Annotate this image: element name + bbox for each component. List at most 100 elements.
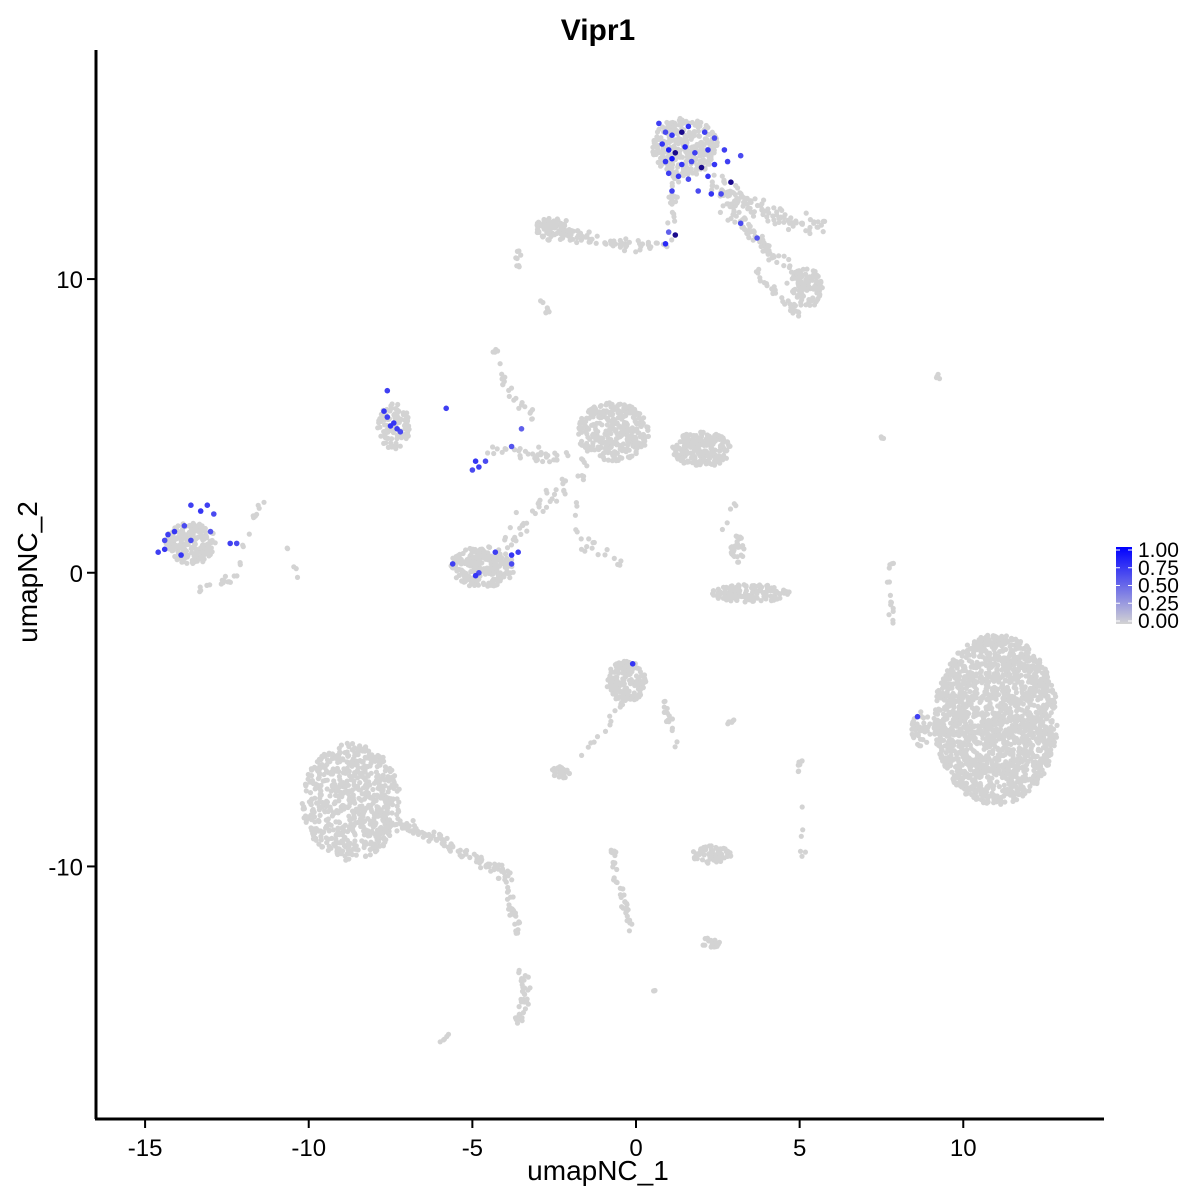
cell-point bbox=[961, 718, 968, 725]
cell-point bbox=[951, 662, 957, 668]
cell-point bbox=[985, 795, 991, 802]
cell-point bbox=[983, 662, 989, 669]
cell-point bbox=[592, 447, 598, 453]
cell-point bbox=[395, 414, 401, 420]
cell-point bbox=[695, 128, 702, 134]
cell-point bbox=[326, 828, 332, 834]
cell-point bbox=[960, 751, 966, 757]
cell-point bbox=[1044, 749, 1050, 756]
cell-point bbox=[1027, 686, 1033, 692]
cell-point bbox=[507, 906, 513, 912]
cell-point bbox=[730, 552, 736, 558]
cell-point bbox=[711, 148, 717, 154]
cell-point bbox=[326, 750, 332, 756]
cell-point bbox=[190, 531, 196, 537]
cell-point bbox=[979, 719, 985, 725]
cell-point bbox=[955, 772, 961, 778]
cell-point bbox=[412, 826, 418, 833]
cell-point bbox=[753, 589, 759, 595]
cell-point bbox=[937, 719, 943, 725]
cell-point bbox=[1037, 729, 1043, 736]
cell-point bbox=[593, 427, 599, 433]
cell-point bbox=[995, 663, 1001, 669]
cell-point bbox=[971, 653, 977, 659]
cell-point bbox=[434, 837, 440, 843]
cell-point bbox=[524, 999, 530, 1005]
cell-point bbox=[788, 215, 794, 221]
cell-point bbox=[967, 774, 973, 780]
cell-point bbox=[703, 844, 709, 850]
cell-point bbox=[383, 799, 389, 805]
cell-point bbox=[921, 720, 927, 726]
cell-point bbox=[705, 435, 711, 441]
cell-point bbox=[708, 850, 714, 856]
cell-point bbox=[912, 727, 918, 733]
cell-point bbox=[971, 694, 977, 700]
cell-point bbox=[991, 770, 997, 777]
cell-point bbox=[967, 689, 973, 695]
cell-point bbox=[747, 224, 753, 230]
cell-point bbox=[984, 739, 990, 745]
cell-point bbox=[376, 839, 382, 845]
cell-point bbox=[982, 787, 988, 793]
cell-point bbox=[720, 443, 726, 449]
cell-point bbox=[760, 211, 766, 218]
cell-point bbox=[715, 453, 721, 459]
cell-point bbox=[394, 821, 400, 828]
cell-point bbox=[955, 680, 962, 687]
cell-point bbox=[373, 798, 379, 804]
cell-point bbox=[691, 129, 697, 135]
cell-point bbox=[487, 861, 493, 867]
cell-point bbox=[335, 788, 341, 794]
cell-point bbox=[358, 823, 364, 830]
cell-point bbox=[666, 140, 672, 146]
cell-point bbox=[1014, 757, 1020, 763]
cell-point bbox=[980, 794, 986, 800]
cell-point bbox=[621, 658, 627, 664]
cell-point bbox=[604, 432, 610, 438]
cell-point bbox=[339, 802, 346, 809]
cell-point bbox=[1024, 696, 1030, 702]
cell-point bbox=[340, 827, 346, 833]
cell-point bbox=[1026, 728, 1033, 734]
cell-point bbox=[209, 539, 215, 546]
cell-point bbox=[208, 545, 214, 551]
cell-point bbox=[607, 427, 613, 433]
cell-point bbox=[450, 843, 456, 849]
cell-point bbox=[946, 738, 952, 744]
cell-point bbox=[1005, 638, 1011, 644]
cell-point bbox=[351, 842, 357, 848]
cell-point bbox=[726, 443, 732, 450]
cell-point bbox=[352, 832, 358, 838]
cell-point bbox=[795, 768, 801, 775]
cell-point bbox=[989, 720, 996, 726]
cell-point bbox=[367, 841, 374, 847]
cell-point bbox=[478, 854, 484, 860]
cell-point bbox=[1012, 646, 1019, 652]
cell-point bbox=[624, 243, 630, 249]
cell-point bbox=[1034, 714, 1040, 720]
cell-point bbox=[725, 217, 731, 223]
cell-point bbox=[1048, 698, 1054, 704]
cell-point bbox=[633, 673, 640, 679]
cell-point bbox=[711, 172, 717, 178]
cell-point bbox=[172, 542, 178, 548]
cell-point bbox=[375, 785, 381, 791]
cell-point bbox=[346, 797, 352, 803]
cell-point bbox=[378, 433, 384, 439]
cell-point bbox=[917, 736, 924, 742]
cell-point bbox=[689, 145, 696, 151]
cell-point bbox=[410, 818, 416, 824]
cell-point bbox=[913, 731, 920, 737]
cell-point bbox=[386, 822, 392, 829]
cell-point bbox=[956, 708, 962, 715]
cell-point bbox=[323, 768, 330, 774]
cell-point bbox=[959, 762, 965, 768]
cell-point bbox=[457, 551, 463, 558]
cell-point bbox=[340, 848, 346, 854]
cell-point bbox=[734, 586, 740, 592]
cell-point bbox=[965, 680, 972, 686]
cell-point bbox=[620, 441, 627, 447]
cell-point bbox=[319, 804, 325, 810]
cell-point bbox=[687, 450, 694, 456]
